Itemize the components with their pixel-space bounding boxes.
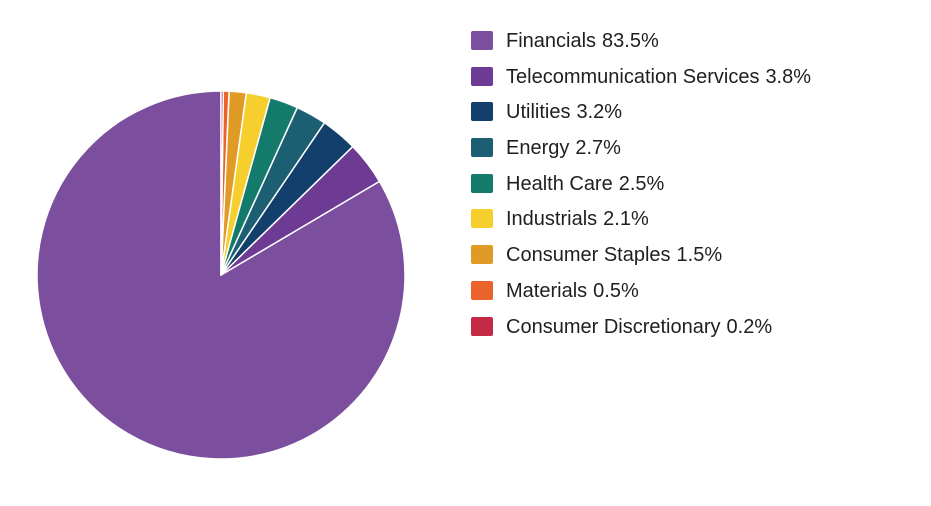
legend-text: Telecommunication Services 3.8% — [506, 65, 811, 89]
legend-item-industrials: Industrials 2.1% — [471, 207, 811, 243]
legend-label: Utilities — [506, 101, 571, 124]
legend-text: Utilities 3.2% — [506, 100, 622, 124]
legend-swatch — [471, 280, 493, 300]
legend-swatch — [471, 245, 493, 265]
legend-swatch — [471, 66, 493, 86]
legend-text: Industrials 2.1% — [506, 207, 649, 231]
legend-item-materials: Materials 0.5% — [471, 279, 811, 315]
legend-value: 2.1% — [603, 208, 649, 231]
legend-value: 1.5% — [676, 244, 723, 267]
legend-value: 3.2% — [576, 101, 623, 124]
legend-item-financials: Financials 83.5% — [471, 29, 811, 65]
legend-label: Health Care — [506, 172, 613, 195]
legend-label: Energy — [506, 137, 570, 160]
legend-value: 0.5% — [593, 279, 639, 302]
legend-text: Financials 83.5% — [506, 29, 659, 53]
legend-label: Financials — [506, 30, 597, 52]
legend-swatch — [471, 173, 493, 193]
legend-swatch — [471, 102, 493, 122]
legend-text: Consumer Staples 1.5% — [506, 243, 722, 267]
legend-label: Consumer Staples — [506, 244, 671, 267]
legend-item-telecommunication-services: Telecommunication Services 3.8% — [471, 65, 811, 101]
legend-text: Health Care 2.5% — [506, 172, 664, 196]
pie-slice-financials — [36, 90, 406, 460]
legend-value: 0.2% — [726, 315, 773, 338]
legend-label: Industrials — [506, 208, 598, 231]
legend-item-utilities: Utilities 3.2% — [471, 100, 811, 136]
legend-value: 2.7% — [575, 137, 621, 160]
legend-label: Materials — [506, 279, 588, 302]
legend-value: 2.5% — [618, 172, 665, 195]
legend-swatch — [471, 209, 493, 229]
legend-item-energy: Energy 2.7% — [471, 136, 811, 172]
legend-text: Energy 2.7% — [506, 136, 621, 160]
legend-text: Materials 0.5% — [506, 279, 639, 303]
legend-value: 83.5% — [602, 30, 659, 52]
legend-item-consumer-discretionary: Consumer Discretionary 0.2% — [471, 315, 811, 351]
legend-swatch — [471, 138, 493, 158]
legend-swatch — [471, 31, 493, 50]
pie-slice-consumer-discretionary — [220, 90, 225, 276]
legend-text: Consumer Discretionary 0.2% — [506, 315, 772, 339]
legend-value: 3.8% — [765, 65, 812, 88]
legend-label: Consumer Discretionary — [506, 315, 721, 338]
legend-label: Telecommunication Services — [506, 65, 760, 88]
legend: Financials 83.5% Telecommunication Service… — [471, 29, 811, 350]
legend-swatch — [471, 316, 493, 336]
legend-item-consumer-staples: Consumer Staples 1.5% — [471, 243, 811, 279]
legend-item-health-care: Health Care 2.5% — [471, 172, 811, 208]
